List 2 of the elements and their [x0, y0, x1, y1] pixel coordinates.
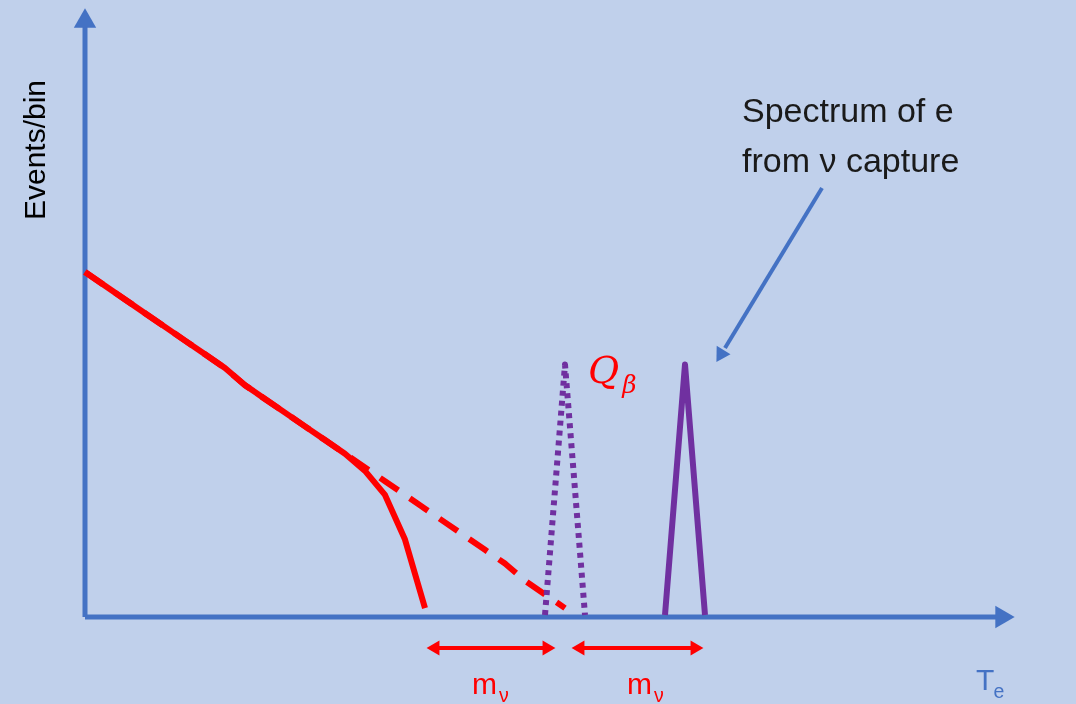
- text: Spectrum of e from ν capture: [742, 91, 960, 179]
- y-axis-title: Events/bin: [18, 79, 51, 221]
